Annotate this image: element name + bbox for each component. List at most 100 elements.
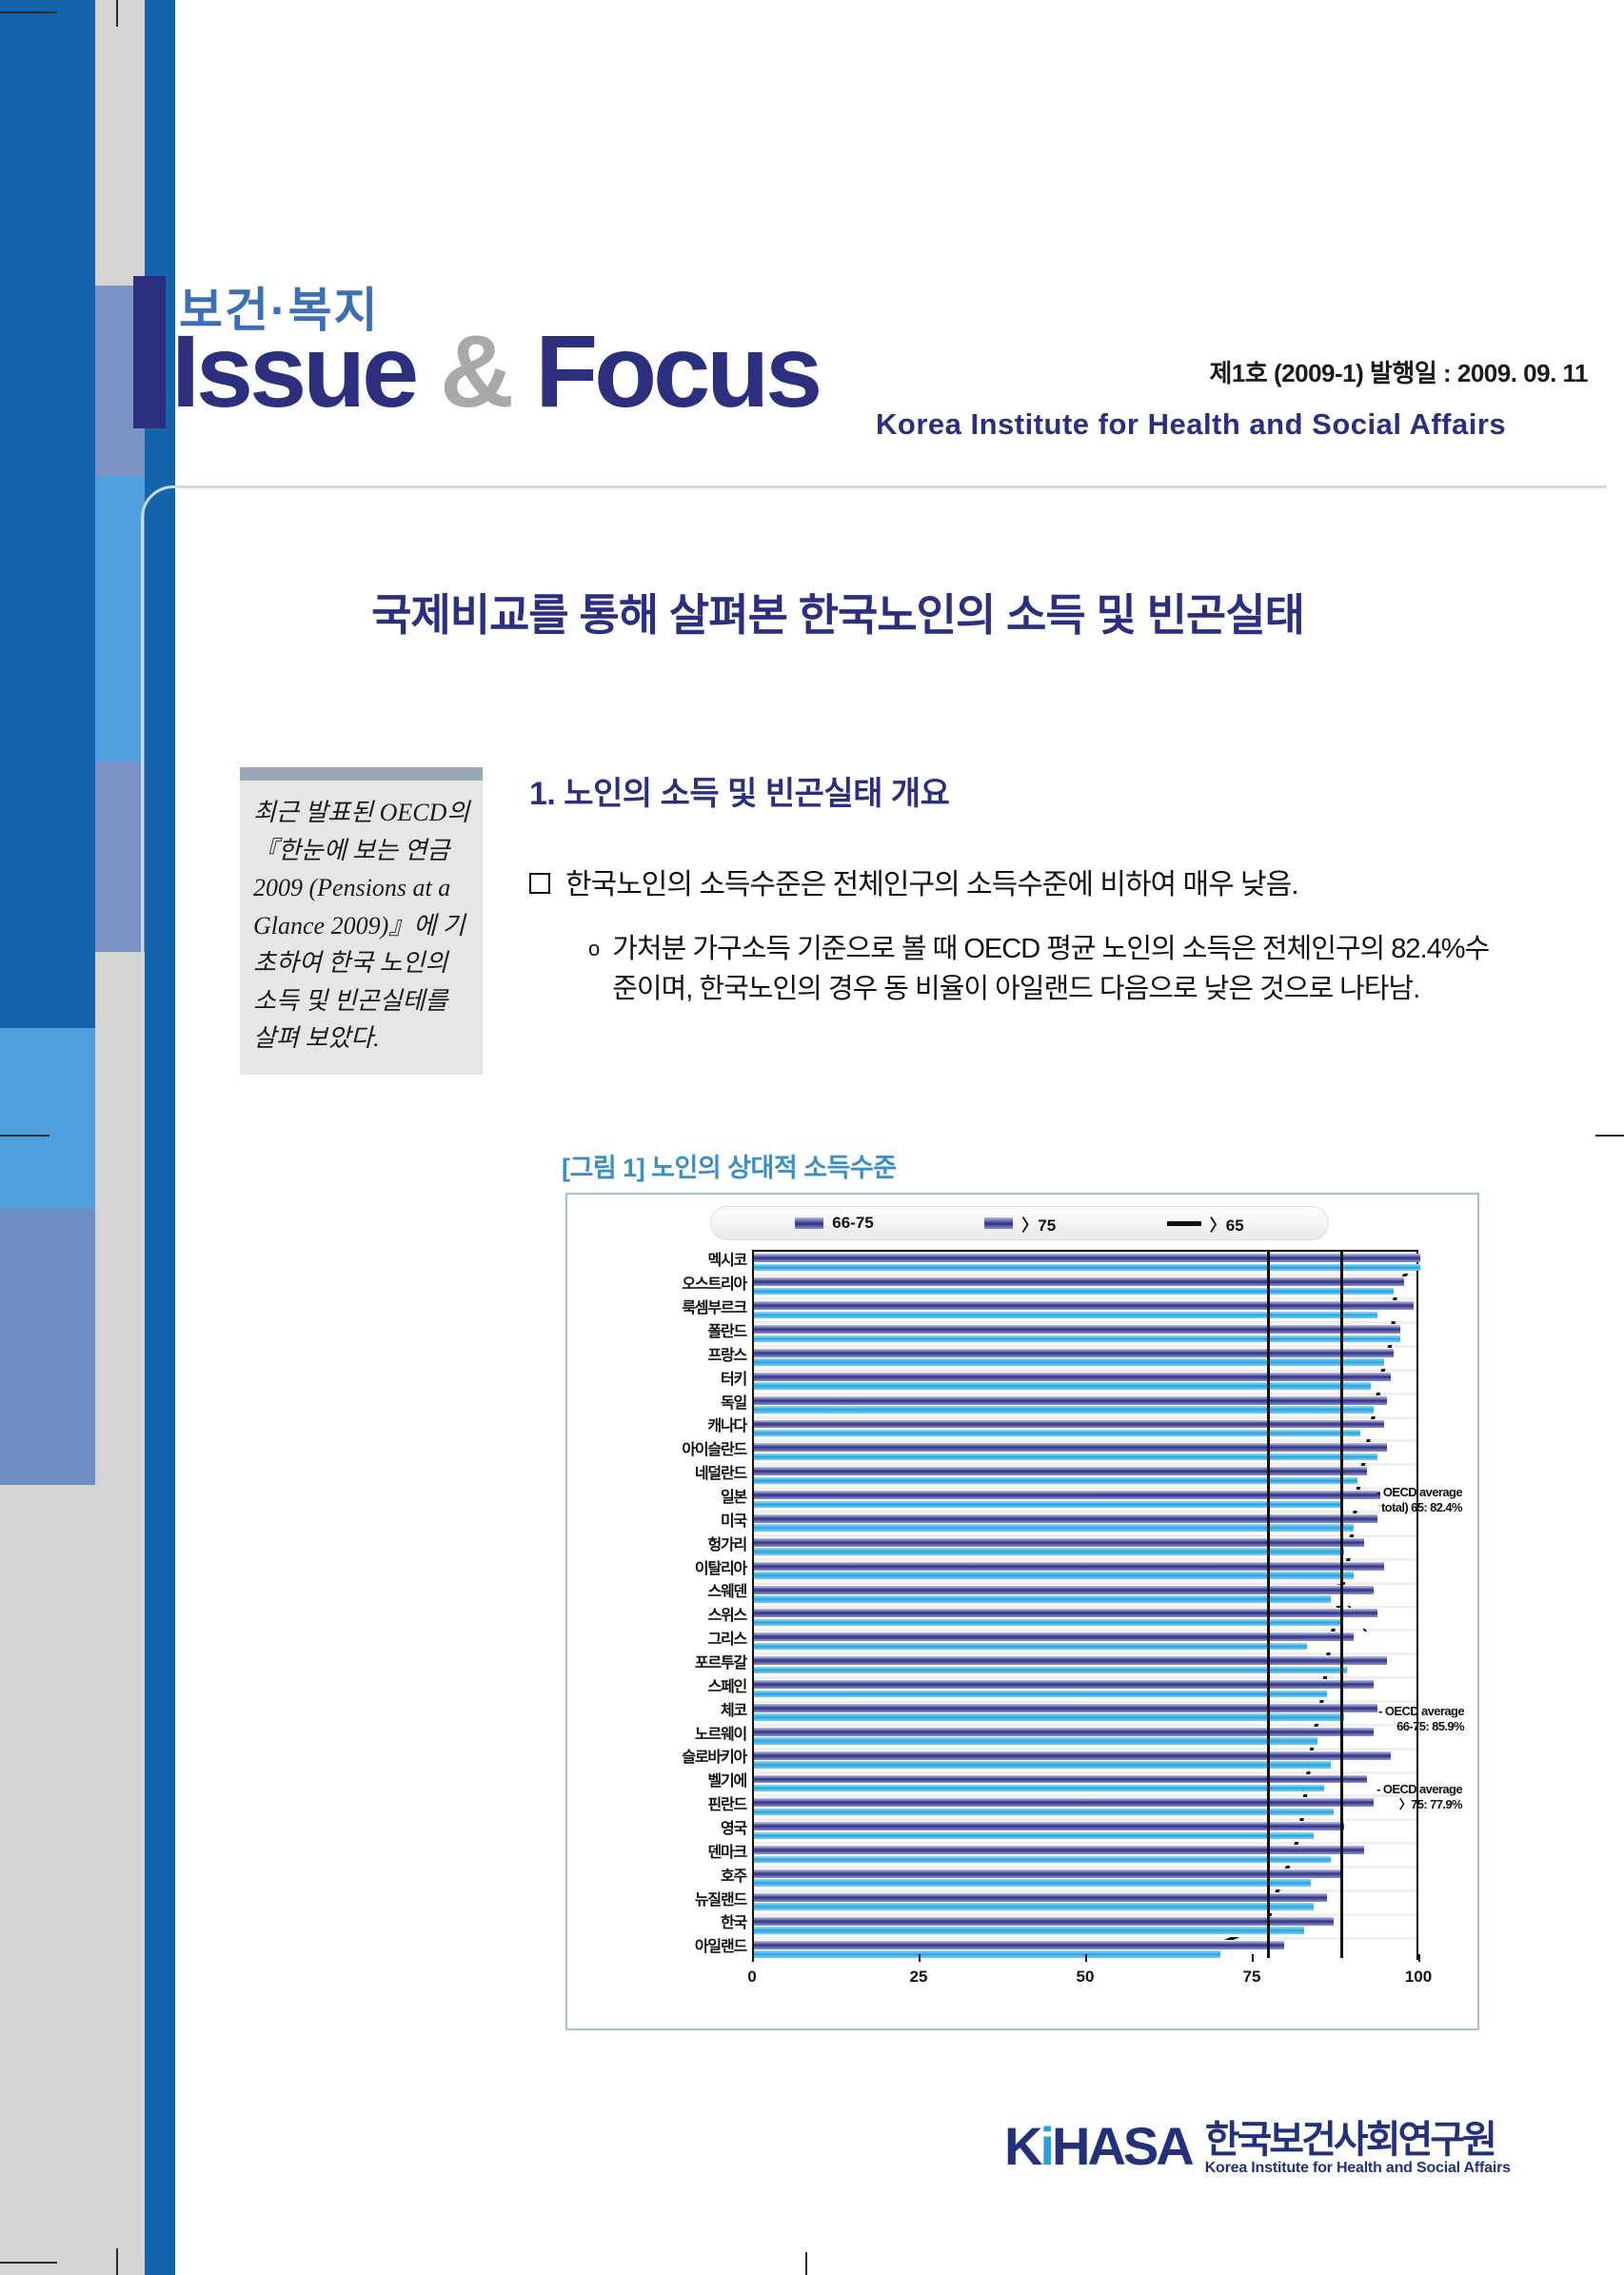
chart-bar-66-75 [754,1656,1387,1666]
chart-bar-66-75 [754,1609,1377,1618]
chart-bar-66-75 [754,1727,1374,1736]
chart-annotation-line1: - OECD average [1378,1704,1464,1718]
chart-bar-over-75 [754,1500,1340,1509]
rail-band-core-blue [0,0,95,1038]
chart-bar-over-75 [754,1618,1340,1627]
chart-bar-over-75 [754,1642,1307,1651]
chart-bar-over-75 [754,1927,1304,1934]
bullet-item-secondary: o 가처분 가구소득 기준으로 볼 때 OECD 평균 노인의 소득은 전체인구… [588,929,1500,1009]
crop-mark-mid-left [0,1135,50,1137]
masthead-bar [133,276,166,428]
chart-y-label: 스웨덴 [707,1584,747,1601]
page-frame [141,485,1607,2256]
chart-y-label: 한국 [720,1915,747,1932]
page-title: 국제비교를 통해 살펴본 한국노인의 소득 및 빈곤실태 [371,590,1305,640]
chart-y-label: 네덜란드 [694,1466,747,1483]
chart-bar-66-75 [754,1703,1377,1712]
crop-mark-bottom-h [0,2262,57,2264]
content-column: 1. 노인의 소득 및 빈곤실태 개요 한국노인의 소득수준은 전체인구의 소득… [529,767,1500,1009]
chart-bar-over-75 [754,1666,1347,1674]
chart-y-label: 포르투갈 [694,1655,747,1672]
chart-bar-66-75 [754,1561,1384,1571]
masthead-issue-meta: 제1호 (2009-1) 발행일 : 2009. 09. 11 [1209,359,1588,387]
crop-mark-top-left-h [0,11,57,13]
chart-bar-over-75 [754,1808,1334,1816]
note-box: 최근 발표된 OECD의 『한눈에 보는 연금2009 (Pensions at… [240,767,483,1075]
legend-swatch-over-75 [984,1217,1014,1229]
chart-reference-vline-1 [1340,1252,1343,1958]
kihasa-wordmark: KiHASA [1004,2116,1195,2176]
chart-x-tick [1085,1954,1087,1962]
chart-bar-over-75 [754,1879,1311,1887]
chart-annotation-2: - OECD average 〉75: 77.9% [1319,1782,1462,1813]
legend-item-66-75: 66-75 [795,1214,874,1233]
chart-bar-66-75 [754,1537,1364,1547]
legend-item-over-65: 〉65 [1166,1212,1244,1236]
chart-bar-over-75 [754,1311,1377,1319]
chart-bar-66-75 [754,1869,1340,1878]
masthead-subtitle: Korea Institute for Health and Social Af… [876,407,1507,441]
kihasa-korean-name: 한국보건사회연구원 [1204,2119,1497,2161]
chart-bar-66-75 [754,1822,1344,1831]
chart-y-label: 일본 [720,1490,747,1507]
chart-plot [752,1250,1420,1961]
chart-bar-over-75 [754,1263,1420,1272]
chart-bar-over-75 [754,1453,1377,1461]
chart-bar-over-75 [754,1287,1394,1296]
chart-y-label: 벨기에 [707,1773,747,1790]
chart-y-label: 덴마크 [707,1844,747,1861]
chart-x-tick-label: 75 [1242,1968,1261,1986]
chart-bar-over-75 [754,1429,1360,1437]
chart-bar-66-75 [754,1254,1420,1263]
legend-swatch-66-75 [795,1217,824,1229]
chart-bar-66-75 [754,1514,1377,1523]
legend-label-over-75: 〉75 [1021,1216,1057,1235]
chart-bar-66-75 [754,1846,1364,1855]
chart-bar-66-75 [754,1443,1387,1453]
rail-band-cyan-accent [0,1028,95,1209]
chart-annotation-line2: 〉75: 77.9% [1398,1797,1463,1812]
circle-bullet-icon: o [588,936,600,960]
chart-bar-over-75 [754,1831,1314,1840]
chart-bar-over-75 [754,1855,1331,1864]
chart-x-tick [752,1954,754,1962]
chart-bar-over-75 [754,1950,1220,1958]
rail-band-gray-tail [0,1485,95,2275]
chart-x-tick-label: 25 [909,1968,928,1986]
chart-y-label: 멕시코 [707,1253,747,1270]
chart-x-tick-label: 50 [1076,1968,1095,1986]
chart-bar-66-75 [754,1301,1414,1311]
chart-bar-over-75 [754,1737,1317,1745]
left-decorative-rail [0,0,145,2275]
chart-bar-66-75 [754,1632,1354,1642]
masthead-korean-label: 보건·복지 [179,284,380,337]
chart-bar-over-75 [754,1784,1324,1792]
crop-mark-top-left-v [116,0,118,27]
section-heading: 1. 노인의 소득 및 빈곤실태 개요 [529,776,950,812]
note-box-cap [240,767,483,781]
chart-x-tick [919,1954,921,1962]
masthead-wordmark: Issue & Focus [171,320,822,423]
crop-mark-bottom-v [116,2248,118,2275]
chart-annotation-line1: - OECD average [1376,1782,1462,1796]
chart-bar-over-75 [754,1761,1331,1769]
rail-inner-gap [175,0,187,2275]
chart-y-label: 룩셈부르크 [682,1300,747,1317]
footer-logo: KiHASA 한국보건사회연구원 Korea Institute for Hea… [1004,2115,1511,2177]
bullet-primary-text: 한국노인의 소득수준은 전체인구의 소득수준에 비하여 매우 낮음. [565,869,1299,900]
chart-y-label: 그리스 [707,1632,747,1649]
chart-plot-area: 멕시코 오스트리아 룩셈부르크 폴란드 프랑스 터키 독일 캐나다 아이슬란드 네덜란드 일본 미국 헝… [584,1250,1464,2008]
chart-bar-66-75 [754,1325,1400,1335]
crop-mark-bottom-center [805,2252,807,2275]
legend-label-66-75: 66-75 [832,1214,874,1232]
chart-y-label: 미국 [720,1513,747,1530]
chart-bar-66-75 [754,1751,1391,1760]
chart-bar-66-75 [754,1940,1284,1949]
chart-x-tick [1252,1954,1254,1962]
figure-caption: [그림 1] 노인의 상대적 소득수준 [562,1154,897,1182]
chart-y-label: 아일랜드 [694,1939,747,1956]
figure-container: 66-75 〉75 〉65 멕시코 오스트리아 룩셈부르크 폴란드 프랑스 터키 독일 캐나다… [565,1193,1479,2030]
chart-bar-66-75 [754,1277,1404,1287]
chart-annotation-1: - OECD average 66-75: 85.9% [1321,1704,1464,1735]
chart-y-label: 영국 [720,1821,747,1838]
